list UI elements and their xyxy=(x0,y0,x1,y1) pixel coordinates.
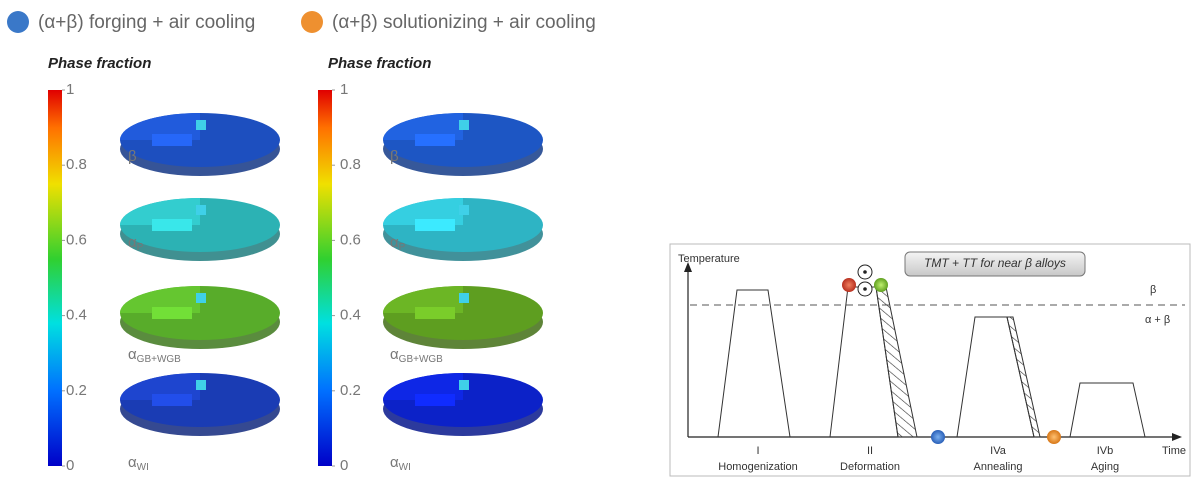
box-label: TMT + TT for near β alloys xyxy=(924,256,1066,270)
phase-label: αWI xyxy=(390,454,411,473)
region-label: β xyxy=(1150,284,1156,296)
colorbar-tick-label: 0.8 xyxy=(340,156,361,173)
route-marker xyxy=(842,278,856,292)
disc-step xyxy=(415,219,455,231)
disc-step xyxy=(196,205,206,215)
disc-step xyxy=(152,219,192,231)
phase-label: β xyxy=(390,148,399,165)
phase-symbol: α xyxy=(390,346,399,363)
stage-name: Annealing xyxy=(974,461,1023,473)
phase-field xyxy=(383,113,543,176)
legend-label: (α+β) forging + air cooling xyxy=(38,12,255,33)
stage-name: Homogenization xyxy=(718,461,798,473)
colorbar-tick-label: 0.4 xyxy=(66,307,87,324)
phase-label: β xyxy=(128,148,137,165)
disc-step xyxy=(415,394,455,406)
disc-step xyxy=(415,307,455,319)
disc-step xyxy=(152,307,192,319)
stage-numeral: II xyxy=(867,445,873,457)
disc-step xyxy=(459,380,469,390)
phase-subscript: GB+WGB xyxy=(137,354,182,365)
panels: Phase fraction00.20.40.60.81βαPαGB+WGBαW… xyxy=(48,55,543,474)
phase-symbol: α xyxy=(128,454,137,471)
phase-subscript: WI xyxy=(399,462,411,473)
phase-symbol: α xyxy=(390,454,399,471)
phase-field xyxy=(120,286,280,349)
schematic: TMT + TT for near β alloys Temperature T… xyxy=(670,244,1190,476)
disc-step xyxy=(196,120,206,130)
legend-label: (α+β) solutionizing + air cooling xyxy=(332,12,596,33)
phase-label: αWI xyxy=(128,454,149,473)
legend: (α+β) forging + air cooling (α+β) solutio… xyxy=(7,11,596,33)
disc-step xyxy=(415,134,455,146)
colorbar-tick-label: 0.4 xyxy=(340,307,361,324)
phase-symbol: β xyxy=(128,148,137,165)
phase-subscript: GB+WGB xyxy=(399,354,444,365)
route-marker xyxy=(863,270,867,274)
disc-step xyxy=(459,293,469,303)
phase-field xyxy=(383,373,543,436)
legend-marker xyxy=(7,11,29,33)
colorbar xyxy=(318,90,332,466)
colorbar-tick-label: 0.2 xyxy=(340,382,361,399)
stage-numeral: IVb xyxy=(1097,445,1114,457)
colorbar-tick-label: 0.6 xyxy=(340,231,361,248)
colorbar-tick-label: 0.8 xyxy=(66,156,87,173)
colorbar-tick-label: 0.2 xyxy=(66,382,87,399)
figure: (α+β) forging + air cooling (α+β) solutio… xyxy=(0,0,1195,479)
route-marker xyxy=(874,278,888,292)
phase-field xyxy=(383,198,543,261)
stage-numeral: I xyxy=(756,445,759,457)
disc-step xyxy=(459,205,469,215)
colorbar-tick-label: 0.6 xyxy=(66,231,87,248)
disc-step xyxy=(152,394,192,406)
colorbar-tick-label: 0 xyxy=(340,457,348,474)
disc-step xyxy=(152,134,192,146)
colorbar-tick-label: 1 xyxy=(66,81,74,98)
route-marker xyxy=(931,430,945,444)
phase-field xyxy=(120,373,280,436)
phase-subscript: P xyxy=(399,242,406,253)
phase-field xyxy=(120,113,280,176)
disc-step xyxy=(196,293,206,303)
disc-step xyxy=(459,120,469,130)
panel-title: Phase fraction xyxy=(328,55,431,72)
colorbar-tick-label: 1 xyxy=(340,81,348,98)
phase-subscript: WI xyxy=(137,462,149,473)
route-marker xyxy=(863,287,867,291)
phase-label: αGB+WGB xyxy=(390,346,443,365)
x-axis-label: Time xyxy=(1162,445,1186,457)
phase-field xyxy=(383,286,543,349)
y-axis-label: Temperature xyxy=(678,253,740,265)
stage-name: Aging xyxy=(1091,461,1119,473)
phase-symbol: β xyxy=(390,148,399,165)
phase-label: αGB+WGB xyxy=(128,346,181,365)
phase-symbol: α xyxy=(128,346,137,363)
stage-name: Deformation xyxy=(840,461,900,473)
schematic-frame xyxy=(670,244,1190,476)
route-marker xyxy=(1047,430,1061,444)
legend-marker xyxy=(301,11,323,33)
panel-title: Phase fraction xyxy=(48,55,151,72)
phase-symbol: α xyxy=(390,234,399,251)
phase-subscript: P xyxy=(137,242,144,253)
colorbar xyxy=(48,90,62,466)
phase-field xyxy=(120,198,280,261)
colorbar-tick-label: 0 xyxy=(66,457,74,474)
phase-symbol: α xyxy=(128,234,137,251)
stage-numeral: IVa xyxy=(990,445,1007,457)
disc-step xyxy=(196,380,206,390)
region-label: α + β xyxy=(1145,314,1170,326)
